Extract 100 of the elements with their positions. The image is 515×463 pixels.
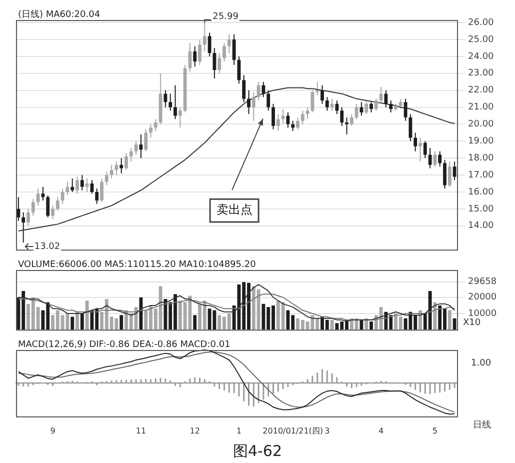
candlestick: [433, 150, 437, 168]
candlestick: [247, 90, 250, 115]
candlestick: [316, 81, 320, 96]
candlestick: [85, 178, 89, 192]
candlestick: [256, 81, 260, 101]
candlestick: [80, 174, 84, 191]
candlestick: [232, 34, 236, 66]
candlestick: [174, 84, 177, 120]
y-tick-label: 10000: [468, 308, 497, 319]
candlestick: [22, 212, 26, 243]
candlestick: [262, 81, 266, 98]
candlestick: [124, 152, 128, 170]
candlestick: [198, 38, 202, 66]
caption: 图4-62: [232, 442, 284, 461]
candlestick: [164, 90, 168, 108]
y-tick-label: 21.00: [468, 102, 494, 113]
x-tick-label: 11: [136, 426, 146, 436]
candlestick: [443, 159, 446, 190]
candlestick: [95, 188, 99, 204]
candlestick: [276, 114, 280, 132]
candlestick: [227, 34, 231, 54]
x-tick-label: 4: [378, 426, 384, 436]
candlestick: [104, 171, 108, 186]
bar: [448, 310, 452, 330]
y-tick-label: 29658: [468, 277, 497, 288]
candlestick: [237, 56, 241, 84]
candlestick: [350, 114, 354, 126]
chart-title: (日线) MA60:20.04: [18, 9, 100, 20]
candlestick: [129, 147, 133, 162]
candlestick: [149, 124, 152, 138]
candlestick: [76, 176, 79, 194]
bar: [452, 318, 456, 330]
candlestick: [423, 140, 427, 159]
candlestick: [291, 120, 295, 132]
bar: [76, 312, 79, 330]
candlestick: [414, 132, 418, 152]
annotation: 13.02: [34, 242, 60, 252]
candlestick: [374, 98, 378, 112]
candlestick: [364, 100, 368, 115]
candlestick: [222, 42, 226, 62]
candlestick: [70, 178, 74, 192]
y-tick-label: 14.00: [468, 221, 494, 232]
candlestick: [379, 86, 383, 103]
candlestick: [418, 137, 422, 162]
candlestick: [404, 98, 408, 122]
candlestick: [31, 198, 35, 216]
bar: [433, 302, 437, 330]
y-tick-label: 18.00: [468, 153, 494, 164]
candlestick: [144, 128, 148, 152]
candlestick: [56, 196, 60, 212]
y-tick-label: 15.00: [468, 204, 494, 214]
bar: [80, 313, 84, 330]
candlestick: [398, 98, 402, 110]
candlestick: [202, 22, 206, 52]
bar: [370, 322, 373, 330]
candlestick: [218, 52, 222, 74]
candlestick: [252, 92, 256, 122]
candlestick: [242, 74, 246, 103]
candlestick: [325, 96, 329, 112]
candlestick: [266, 90, 270, 112]
candlestick: [120, 158, 124, 174]
candlestick: [46, 194, 50, 218]
candlestick: [354, 103, 358, 120]
candlestick: [320, 84, 324, 104]
bar: [70, 316, 74, 330]
candlestick: [384, 90, 388, 108]
candlestick: [154, 118, 158, 132]
y-tick-label: 23.00: [468, 68, 494, 79]
candlestick: [134, 140, 138, 156]
y-tick-label: 19.00: [468, 136, 494, 146]
annotation: 25.99: [212, 12, 239, 22]
y-tick-label: 20.00: [468, 120, 494, 130]
candlestick: [26, 208, 30, 226]
candlestick: [408, 114, 412, 142]
candlestick: [300, 110, 304, 125]
candlestick: [208, 32, 212, 57]
x-tick-label: 9: [50, 426, 56, 436]
y-tick-label: 20000: [468, 292, 497, 303]
y-tick-label: 16.00: [468, 187, 494, 198]
text: X10: [463, 318, 481, 328]
candlestick: [114, 160, 118, 176]
candlestick: [66, 181, 70, 196]
y-tick-label: 22.00: [468, 86, 494, 96]
candlestick: [335, 100, 339, 115]
candlestick: [310, 90, 314, 113]
candlestick: [178, 106, 182, 128]
candlestick: [370, 102, 373, 113]
y-tick-label: 17.00: [468, 170, 494, 180]
candlestick: [51, 205, 54, 220]
candlestick: [452, 160, 456, 181]
candlestick: [296, 116, 300, 130]
candlestick: [286, 112, 290, 128]
bar: [193, 315, 197, 330]
candlestick: [90, 180, 94, 194]
candlestick: [193, 46, 197, 68]
candlestick: [272, 103, 275, 130]
bar: [139, 297, 143, 330]
candlestick: [212, 47, 216, 79]
candlestick: [438, 150, 442, 168]
annotation: 卖出点: [216, 202, 252, 217]
